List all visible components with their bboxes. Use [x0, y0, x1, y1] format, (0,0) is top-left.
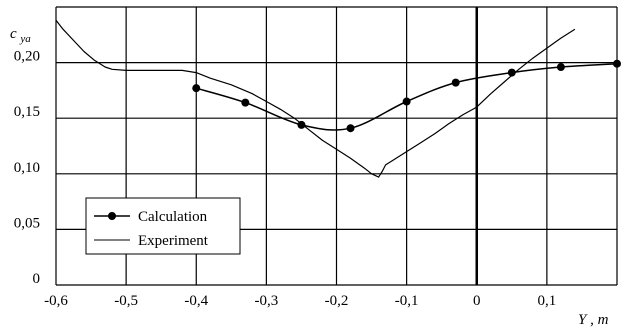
legend-label-calculation: Calculation	[138, 209, 208, 225]
x-tick-label: 0	[473, 293, 481, 309]
x-tick-label: 0,1	[538, 293, 557, 309]
x-tick-label: -0,1	[395, 293, 419, 309]
y-axis-label-sub: ya	[19, 33, 31, 45]
calculation-point	[346, 124, 355, 133]
legend-box	[85, 197, 241, 255]
y-tick-label: 0,15	[14, 104, 40, 120]
y-tick-label: 0,20	[14, 49, 40, 65]
y-axis-label-main: c	[10, 26, 17, 42]
calculation-point	[613, 59, 621, 68]
y-tick-label: 0,10	[14, 160, 40, 176]
y-tick-label: 0,05	[14, 215, 40, 231]
calculation-point	[297, 120, 306, 129]
calculation-point	[556, 63, 565, 72]
calculation-point	[507, 68, 516, 77]
x-tick-label: -0,4	[184, 293, 208, 309]
calculation-point	[451, 78, 460, 87]
y-axis-label: c ya	[10, 26, 31, 45]
x-tick-labels: -0,6 -0,5 -0,4 -0,3 -0,2 -0,1 0 0,1	[44, 293, 556, 309]
x-tick-label: -0,2	[325, 293, 349, 309]
svg-text:c ya: c ya	[10, 26, 31, 45]
series-layer	[55, 19, 621, 178]
legend: Calculation Experiment	[85, 197, 241, 255]
x-axis-label: Y , m	[578, 312, 609, 328]
calculation-point	[241, 98, 250, 107]
x-tick-label: -0,3	[255, 293, 279, 309]
y-tick-labels: 0 0,05 0,10 0,15 0,20	[14, 49, 40, 287]
calculation-point	[192, 84, 201, 93]
y-tick-label: 0	[33, 271, 41, 287]
svg-text:Y , m: Y , m	[578, 312, 609, 328]
x-tick-label: -0,6	[44, 293, 68, 309]
x-tick-label: -0,5	[114, 293, 138, 309]
legend-label-experiment: Experiment	[138, 233, 209, 249]
legend-marker-calculation	[108, 212, 116, 220]
x-axis-label-unit: , m	[590, 312, 609, 328]
grid-lines	[55, 6, 618, 286]
series-line-experiment	[55, 19, 576, 178]
calculation-point	[402, 97, 411, 106]
x-axis-label-main: Y	[578, 312, 588, 328]
